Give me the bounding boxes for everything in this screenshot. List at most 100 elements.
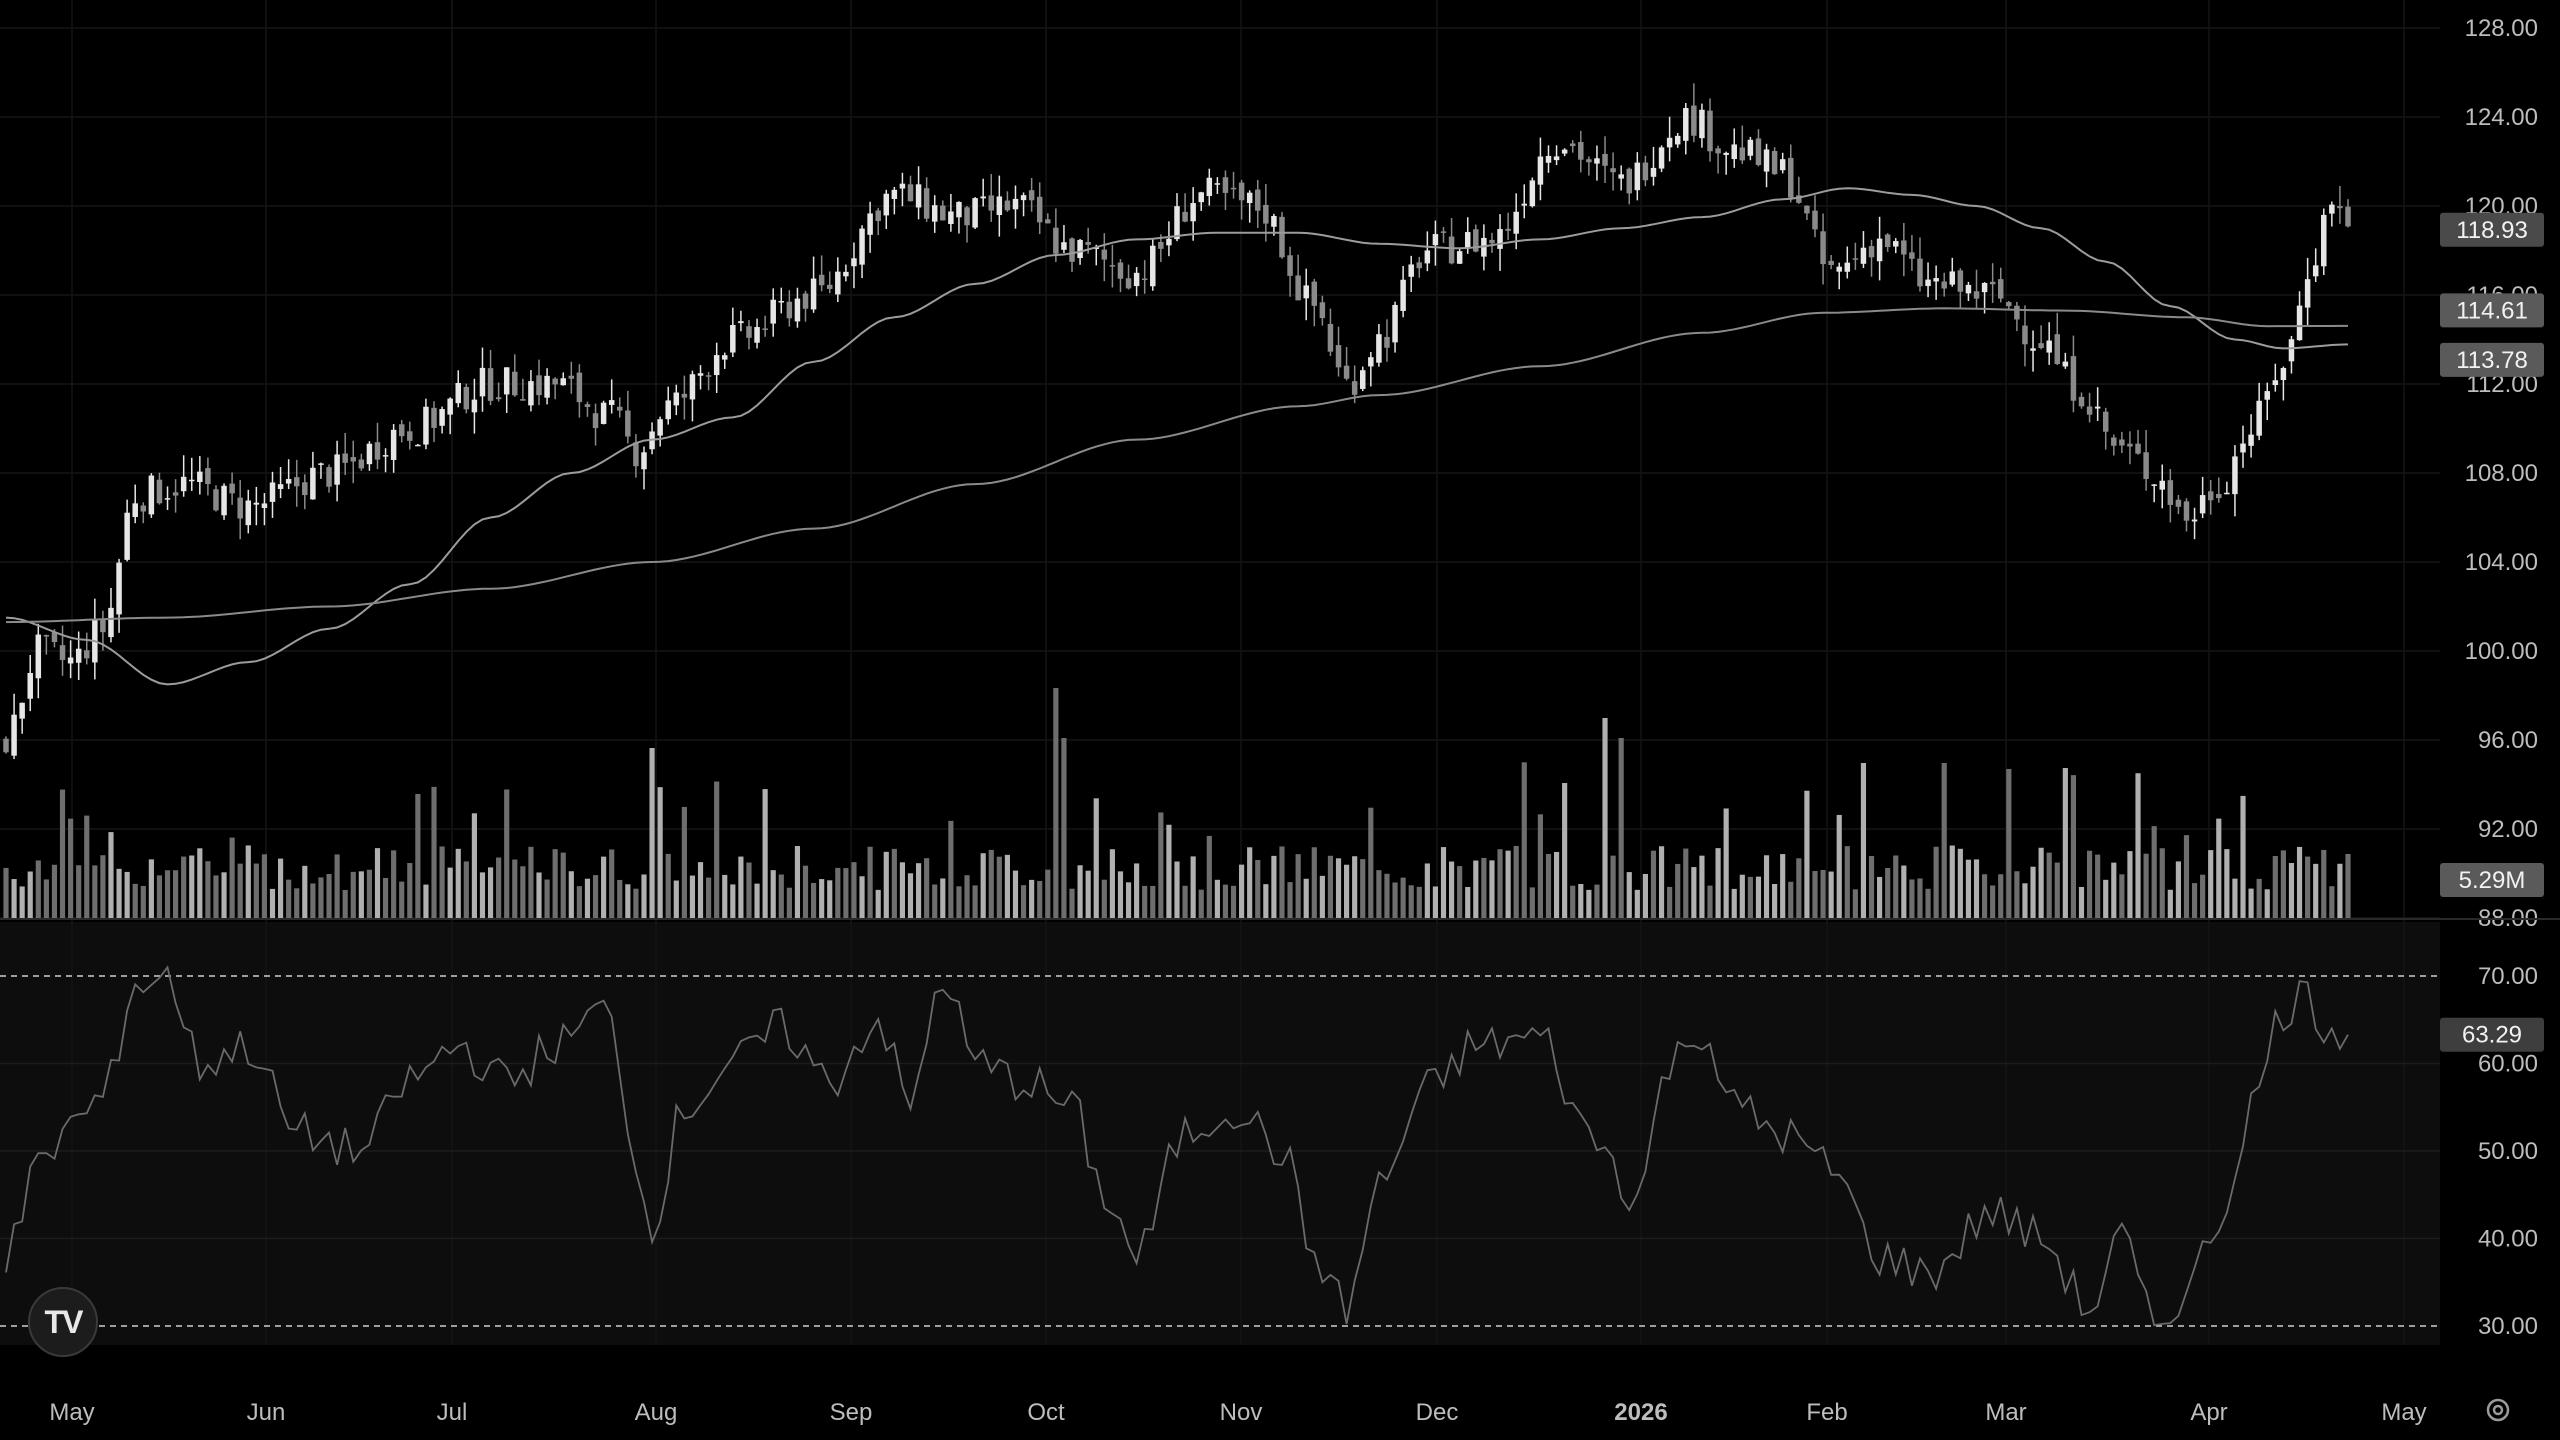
candle-body	[964, 207, 970, 226]
volume-bar	[496, 857, 502, 918]
volume-bar	[1594, 884, 1600, 918]
volume-bar	[2103, 879, 2109, 918]
volume-bar	[1045, 869, 1051, 918]
volume-bar	[899, 862, 906, 918]
volume-bar	[1448, 861, 1455, 918]
volume-bar	[2313, 863, 2319, 918]
candle-body	[2232, 456, 2238, 495]
candle-body	[140, 505, 147, 512]
candle-body	[1642, 162, 1649, 181]
candle-body	[786, 301, 793, 319]
volume-bar	[205, 861, 211, 918]
settings-icon[interactable]	[2482, 1394, 2514, 1426]
candle-body	[1069, 238, 1075, 262]
candle-body	[1561, 149, 1568, 154]
volume-bar	[811, 882, 817, 918]
candle-body	[2272, 380, 2279, 386]
candle-body	[948, 211, 954, 225]
volume-bar	[100, 855, 106, 918]
candle-body	[1158, 241, 1164, 249]
volume-bar	[1384, 873, 1390, 918]
volume-bar	[463, 861, 469, 918]
candle-body	[673, 392, 680, 406]
volume-bar	[2062, 768, 2068, 918]
candle-body	[1666, 137, 1673, 148]
rsi-pane-background	[0, 922, 2440, 1345]
candle-body	[1868, 246, 1875, 258]
volume-bar	[1109, 849, 1115, 918]
volume-bar	[988, 849, 994, 918]
candle-body	[1820, 231, 1826, 265]
volume-bar	[286, 879, 292, 918]
candle-body	[1125, 278, 1132, 289]
volume-bar	[1352, 856, 1358, 918]
volume-bar	[2054, 862, 2060, 918]
price-badge-bg	[2440, 293, 2544, 328]
candle-body	[1909, 252, 1915, 259]
volume-bar	[1772, 883, 1778, 918]
volume-bar	[213, 875, 219, 918]
volume-bar	[2151, 826, 2157, 918]
price-axis[interactable]: 128.00124.00120.00116.00112.00108.00104.…	[2465, 15, 2538, 1340]
candle-body	[1788, 157, 1794, 198]
volume-bar	[1327, 855, 1334, 918]
volume-bar	[883, 851, 889, 918]
volume-bar	[746, 862, 752, 918]
candle-body	[1206, 177, 1213, 197]
volume-bar	[1634, 889, 1640, 918]
candle-body	[2248, 434, 2254, 446]
volume-bar	[1990, 885, 1996, 918]
volume-bar	[2030, 866, 2036, 918]
volume-bar	[1344, 864, 1350, 918]
candle-body	[334, 454, 340, 485]
candle-body	[1464, 232, 1471, 249]
candle-body	[1053, 227, 1059, 254]
volume-bar	[148, 859, 154, 918]
candle-body	[1586, 159, 1592, 163]
candle-body	[1432, 234, 1439, 246]
tradingview-logo[interactable]: TV	[28, 1287, 98, 1357]
candle-body	[1707, 110, 1713, 152]
candle-body	[1658, 147, 1665, 169]
volume-bar	[1901, 865, 1907, 918]
candle-body	[713, 355, 720, 376]
volume-bar	[778, 874, 784, 918]
candle-body	[1489, 239, 1495, 244]
volume-bar	[770, 870, 776, 918]
candle-body	[608, 400, 615, 405]
candle-body	[665, 400, 671, 420]
volume-bar	[124, 871, 130, 918]
candle-body	[213, 489, 219, 511]
volume-bar	[1828, 871, 1834, 918]
volume-bar	[43, 879, 49, 918]
volume-bar	[1780, 854, 1786, 918]
candle-body	[1440, 231, 1447, 233]
candle-body	[310, 467, 316, 500]
volume-bar	[649, 748, 655, 918]
volume-bar	[2264, 889, 2270, 918]
candle-body	[1141, 278, 1148, 281]
volume-bar	[1061, 738, 1067, 918]
volume-bar	[2127, 851, 2133, 918]
price-badge: 113.78	[2456, 347, 2528, 374]
volume-bar	[560, 852, 566, 918]
volume-bar	[245, 845, 251, 918]
candle-body	[59, 645, 66, 660]
candle-body	[1957, 270, 1964, 292]
candle-body	[229, 483, 235, 494]
candle-body	[1602, 153, 1608, 166]
volume-bar	[237, 863, 243, 918]
volume-bar	[2167, 889, 2173, 918]
volume-bar	[907, 873, 914, 918]
volume-bar	[1319, 875, 1325, 918]
volume-bar	[1917, 878, 1923, 918]
price-badge-bg	[2440, 342, 2544, 377]
candle-body	[1222, 177, 1229, 193]
rsi-tick-label: 60.00	[2478, 1051, 2538, 1078]
candle-body	[633, 442, 639, 467]
time-axis[interactable]: May Jun Jul Aug Sep Oct Nov Dec 2026 Feb Mar Apr May	[49, 1399, 2426, 1426]
candle-body	[382, 455, 389, 457]
volume-bar	[11, 879, 17, 918]
